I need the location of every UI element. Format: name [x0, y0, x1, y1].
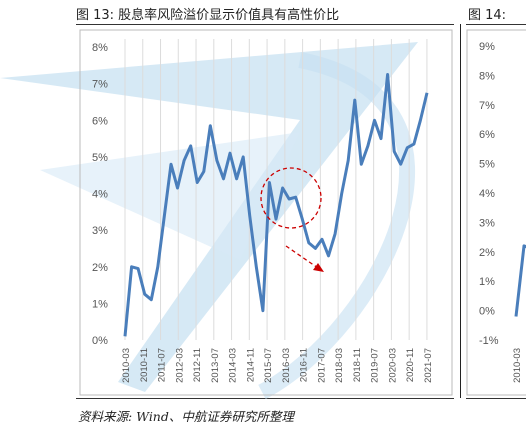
y-tick-label: 9% [479, 41, 495, 53]
y-tick-label: 2% [92, 262, 108, 274]
series-line [123, 73, 429, 337]
right-chart-y-axis: -1% 0% 1% 2% 3% 4% 5% 6% 7% 8% 9% [479, 41, 499, 347]
right-title-rule [466, 24, 526, 25]
x-tick-label: 2013-07 [210, 348, 221, 383]
y-tick-label: -1% [479, 335, 499, 347]
x-tick-label: 2014-11 [245, 348, 256, 382]
source-note: 资料来源: Wind、中航证券研究所整理 [78, 409, 294, 424]
x-tick-label: 2020-03 [387, 348, 398, 383]
left-bottom-rule [76, 398, 454, 399]
y-tick-label: 3% [92, 225, 108, 237]
x-tick-label: 2017-07 [316, 348, 327, 383]
annotation-dashed-circle [260, 167, 322, 229]
y-tick-label: 6% [479, 129, 495, 141]
annotation-layer [260, 167, 324, 272]
x-tick-label: 2018-03 [334, 348, 345, 383]
panel-separator [460, 24, 461, 398]
x-tick-label: 2020-11 [405, 348, 416, 382]
chart-border [466, 29, 526, 396]
x-tick-label: 2010-03 [121, 348, 132, 383]
y-tick-label: 4% [479, 188, 495, 200]
x-tick-label: 2018-11 [352, 348, 363, 382]
left-chart-gridlines [124, 39, 428, 340]
annotation-dashed-arrow [285, 245, 319, 269]
y-tick-label: 7% [479, 100, 495, 112]
left-chart-y-axis: 0% 1% 2% 3% 4% 5% 6% 7% 8% [92, 42, 108, 347]
figure-13-title: 图 13: 股息率风险溢价显示价值具有高性价比 [76, 8, 340, 23]
right-chart-x-axis: 2010-03 [512, 348, 523, 383]
y-tick-label: 0% [92, 335, 108, 347]
left-chart-frame [79, 29, 453, 396]
x-tick-label: 2012-03 [174, 348, 185, 383]
x-tick-label: 2016-03 [281, 348, 292, 383]
x-tick-label: 2019-07 [370, 348, 381, 383]
series-line-right [514, 244, 526, 317]
y-tick-label: 8% [479, 70, 495, 82]
x-tick-label: 2011-07 [157, 348, 168, 382]
left-chart-x-axis: 2010-03 2010-11 2011-07 2012-03 2012-11 2013-… [121, 348, 434, 383]
x-tick-label: 2010-11 [139, 348, 150, 382]
watermark-logo [0, 42, 418, 400]
y-tick-label: 2% [479, 247, 495, 259]
y-tick-label: 6% [92, 115, 108, 127]
y-tick-label: 0% [479, 306, 495, 318]
y-tick-label: 1% [479, 276, 495, 288]
left-title-rule [76, 24, 454, 25]
y-tick-label: 8% [92, 42, 108, 54]
right-chart-frame [466, 29, 526, 396]
y-tick-label: 1% [92, 298, 108, 310]
x-tick-label: 2014-03 [228, 348, 239, 383]
right-bottom-rule [466, 398, 526, 399]
x-tick-label: 2021-07 [423, 348, 434, 383]
chart-border [79, 29, 453, 396]
y-tick-label: 4% [92, 189, 108, 201]
x-tick-label: 2012-11 [192, 348, 203, 382]
y-tick-label: 3% [479, 217, 495, 229]
figure-14-title: 图 14: [468, 8, 507, 23]
annotation-arrow-head [313, 263, 324, 272]
y-tick-label: 5% [92, 152, 108, 164]
y-tick-label: 7% [92, 79, 108, 91]
x-tick-label: 2015-07 [263, 348, 274, 383]
x-tick-label: 2010-03 [512, 348, 523, 383]
x-tick-label: 2016-11 [299, 348, 310, 382]
y-tick-label: 5% [479, 159, 495, 171]
